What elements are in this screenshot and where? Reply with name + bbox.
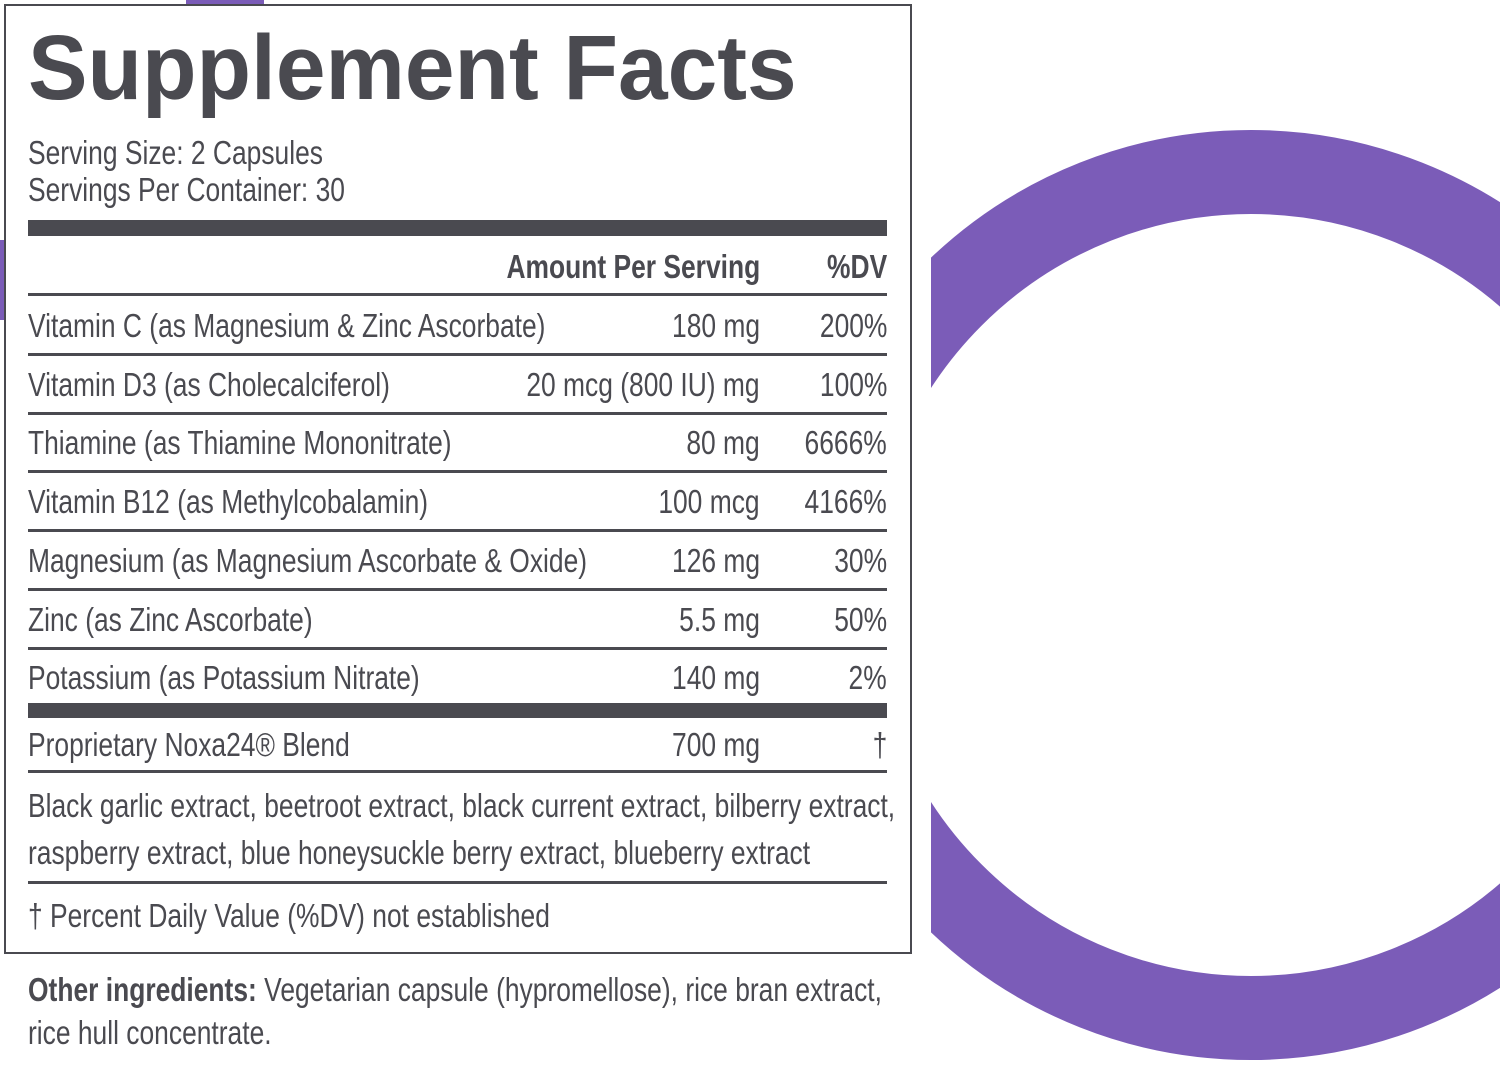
nutrient-amount: 20 mcg (800 IU) mg [526,365,760,403]
nutrient-amount: 140 mg [671,659,760,697]
rule [28,703,887,718]
purple-accent [0,240,4,320]
rule [28,470,887,474]
nutrient-dv: 30% [834,541,887,579]
rule [28,587,887,591]
other-ingredients: Other ingredients: Vegetarian capsule (h… [28,968,888,1054]
nutrient-name: Vitamin B12 (as Methylcobalamin) [28,483,429,521]
nutrient-amount: 5.5 mg [679,600,760,638]
nutrient-name: Vitamin D3 (as Cholecalciferol) [28,365,390,403]
blend-ingredients: Black garlic extract, beetroot extract, … [28,787,896,871]
nutrient-amount: 80 mg [686,424,760,462]
nutrient-name: Potassium (as Potassium Nitrate) [28,659,420,697]
nutrient-name: Magnesium (as Magnesium Ascorbate & Oxid… [28,541,588,579]
footnote: † Percent Daily Value (%DV) not establis… [28,897,550,934]
other-ingredients-label: Other ingredients: [28,971,257,1008]
serving-size: Serving Size: 2 Capsules [28,134,323,171]
nutrient-dv: 2% [848,659,887,697]
other-ingredients-text: Vegetarian capsule (hypromellose), rice … [28,971,882,1051]
rule [28,770,887,773]
rule [28,529,887,533]
nutrient-name: Vitamin C (as Magnesium & Zinc Ascorbate… [28,307,546,344]
nutrient-amount: 180 mg [671,307,760,344]
nutrient-amount: 100 mcg [658,483,760,521]
rule [28,646,887,650]
amount-header: Amount Per Serving [506,248,760,285]
facts-panel [4,4,912,954]
nutrient-dv: 4166% [804,483,887,521]
blend-dv: † [872,726,887,763]
rule [28,353,887,356]
nutrient-dv: 100% [819,365,887,403]
nutrient-name: Thiamine (as Thiamine Mononitrate) [28,424,452,462]
purple-accent [186,0,264,4]
nutrient-amount: 126 mg [671,541,760,579]
nutrient-name: Zinc (as Zinc Ascorbate) [28,600,313,638]
rule [28,293,887,296]
blend-amount: 700 mg [671,726,760,763]
servings-per-container: Servings Per Container: 30 [28,171,345,208]
purple-ring [931,130,1500,1060]
nutrient-dv: 200% [819,307,887,344]
nutrient-dv: 50% [834,600,887,638]
dv-header: %DV [826,248,887,285]
rule [28,220,887,236]
blend-name: Proprietary Noxa24® Blend [28,726,350,763]
rule [28,411,887,415]
nutrient-dv: 6666% [804,424,887,462]
rule [28,881,887,884]
title: Supplement Facts [28,17,797,119]
